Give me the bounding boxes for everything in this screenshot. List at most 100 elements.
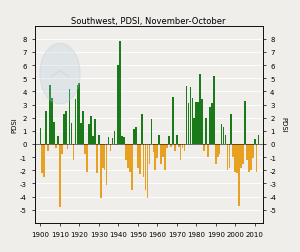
Bar [59, 144, 61, 207]
Bar [139, 144, 141, 175]
Bar [57, 137, 59, 144]
Bar [174, 144, 176, 151]
Bar [80, 123, 82, 144]
Bar [73, 144, 74, 160]
Bar [248, 144, 250, 172]
Bar [244, 101, 246, 144]
Bar [225, 135, 226, 144]
Bar [158, 135, 160, 144]
Bar [125, 144, 127, 160]
Bar [242, 144, 244, 164]
Bar [116, 144, 117, 146]
Bar [250, 144, 252, 171]
Bar [205, 118, 207, 144]
Bar [141, 114, 142, 144]
Bar [40, 129, 41, 144]
Bar [194, 118, 195, 144]
Bar [160, 144, 162, 164]
Y-axis label: PDSI: PDSI [11, 117, 17, 133]
Bar [238, 144, 240, 206]
Bar [84, 144, 86, 155]
Bar [76, 85, 78, 144]
Bar [236, 144, 238, 173]
Y-axis label: PDSI: PDSI [280, 117, 286, 133]
Bar [82, 112, 84, 144]
Bar [190, 88, 191, 144]
Bar [164, 144, 166, 171]
Bar [75, 100, 76, 144]
Bar [184, 144, 185, 151]
Bar [256, 144, 257, 172]
Bar [45, 112, 47, 144]
Bar [217, 144, 218, 158]
Bar [133, 130, 135, 144]
Bar [135, 127, 137, 144]
Bar [209, 108, 211, 144]
Bar [199, 75, 201, 144]
Bar [53, 122, 55, 144]
Bar [49, 85, 51, 144]
Bar [172, 97, 174, 144]
Bar [162, 144, 164, 158]
Bar [226, 144, 228, 171]
Bar [166, 144, 168, 148]
Bar [106, 144, 107, 185]
Bar [44, 144, 45, 177]
Bar [88, 125, 90, 144]
Bar [122, 137, 123, 144]
Bar [252, 144, 254, 159]
Bar [221, 125, 222, 144]
Bar [201, 100, 203, 144]
Bar [119, 42, 121, 144]
Bar [92, 137, 94, 144]
Bar [182, 144, 183, 148]
Bar [148, 144, 150, 164]
Bar [114, 132, 115, 144]
Bar [232, 144, 234, 158]
Bar [86, 144, 88, 172]
Bar [176, 135, 178, 144]
Bar [191, 99, 193, 144]
Bar [207, 144, 209, 158]
Bar [65, 112, 67, 144]
Bar [230, 114, 232, 144]
Bar [69, 89, 70, 144]
Bar [213, 76, 214, 144]
Bar [41, 144, 43, 173]
Bar [188, 104, 189, 144]
Bar [254, 139, 256, 144]
Bar [223, 127, 224, 144]
Bar [203, 144, 205, 151]
Bar [215, 144, 217, 164]
Bar [94, 119, 96, 144]
Bar [127, 144, 129, 168]
Bar [152, 144, 154, 152]
Bar [55, 144, 57, 148]
Title: Southwest, PDSI, November-October: Southwest, PDSI, November-October [71, 17, 226, 26]
Bar [131, 144, 133, 190]
Bar [79, 84, 80, 144]
Bar [100, 144, 102, 198]
Bar [219, 144, 220, 155]
Bar [51, 99, 53, 144]
Bar [147, 144, 148, 198]
Bar [195, 103, 197, 144]
Bar [112, 139, 113, 144]
Bar [71, 123, 72, 144]
Bar [110, 144, 111, 151]
Bar [98, 135, 100, 144]
Bar [154, 144, 156, 171]
Bar [178, 144, 179, 147]
Bar [108, 138, 109, 144]
Bar [156, 144, 158, 159]
Bar [123, 138, 125, 144]
Bar [96, 144, 98, 173]
Bar [170, 144, 172, 147]
Bar [151, 119, 152, 144]
Bar [258, 135, 260, 144]
Bar [186, 87, 187, 144]
Bar [143, 144, 145, 177]
Bar [137, 144, 139, 168]
Bar [129, 144, 131, 172]
Bar [104, 144, 106, 171]
